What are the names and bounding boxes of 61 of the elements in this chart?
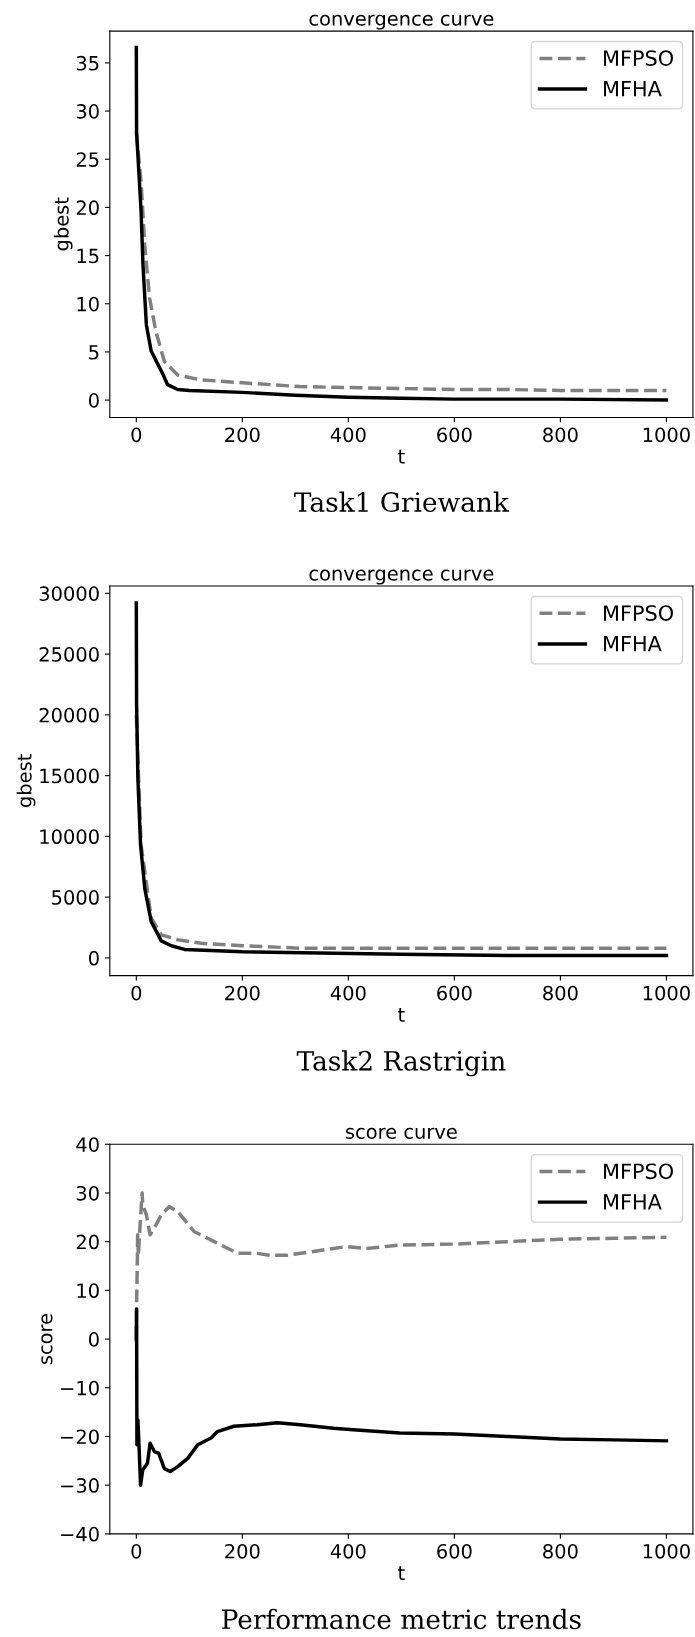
y-axis-title: score bbox=[41, 1313, 53, 1365]
y-tick-label: 15000 bbox=[40, 768, 99, 784]
y-tick-label: 20000 bbox=[39, 707, 99, 723]
x-tick-label: 600 bbox=[437, 985, 472, 1001]
y-tick-label: 40 bbox=[76, 1137, 99, 1152]
x-tick-label: 0 bbox=[131, 1543, 142, 1559]
x-tick-label: 200 bbox=[225, 1543, 260, 1559]
y-tick-label: 5 bbox=[89, 345, 99, 360]
x-tick-label: 800 bbox=[543, 1543, 578, 1559]
x-tick-label: 400 bbox=[330, 427, 366, 443]
legend-label: MFPSO bbox=[604, 50, 673, 66]
legend-label: MFPSO bbox=[604, 1163, 673, 1180]
y-axis-title: gbest bbox=[53, 197, 73, 251]
y-tick-label: 25 bbox=[76, 152, 99, 167]
y-tick-label: 0 bbox=[89, 1332, 99, 1347]
x-tick-label: 0 bbox=[131, 427, 142, 443]
legend-label: MFHA bbox=[604, 1194, 662, 1210]
x-axis-title: t bbox=[398, 449, 405, 464]
x-tick-label: 600 bbox=[437, 1543, 472, 1559]
y-tick-label: 30 bbox=[76, 1185, 99, 1201]
y-tick-label: 35 bbox=[76, 55, 99, 71]
y-tick-label: 5000 bbox=[52, 890, 99, 905]
x-tick-label: 400 bbox=[330, 1543, 366, 1559]
x-tick-label: 400 bbox=[330, 985, 366, 1001]
y-tick-label: 25000 bbox=[39, 647, 99, 662]
chart-title: convergence curve bbox=[309, 569, 494, 585]
y-tick-label: 0 bbox=[89, 393, 99, 408]
chart-title: score curve bbox=[345, 1127, 457, 1139]
text: Task2 Rastrigin bbox=[296, 1050, 506, 1077]
x-tick-label: 600 bbox=[437, 427, 472, 443]
x-axis-title: t bbox=[398, 1566, 405, 1580]
y-tick-label: 30000 bbox=[39, 586, 99, 601]
y-tick-label: 20 bbox=[76, 200, 99, 216]
x-tick-label: 800 bbox=[543, 985, 578, 1001]
y-tick-label: 10000 bbox=[40, 829, 99, 845]
y-tick-label: −20 bbox=[61, 1429, 99, 1445]
y-axis-title: gbest bbox=[16, 754, 36, 807]
y-tick-label: −40 bbox=[61, 1526, 99, 1542]
chart-title: convergence curve bbox=[309, 14, 494, 30]
line-series bbox=[134, 1307, 669, 1487]
x-tick-label: 800 bbox=[543, 427, 578, 443]
x-tick-label: 1000 bbox=[643, 985, 690, 1001]
x-tick-label: 200 bbox=[225, 985, 260, 1001]
x-tick-label: 200 bbox=[225, 427, 260, 443]
legend-label: MFHA bbox=[604, 81, 662, 97]
y-tick-label: 10 bbox=[77, 296, 99, 312]
y-tick-label: 30 bbox=[76, 104, 99, 119]
x-tick-label: 0 bbox=[131, 985, 142, 1001]
x-tick-label: 1000 bbox=[643, 1543, 690, 1559]
y-tick-label: 0 bbox=[89, 950, 99, 966]
y-tick-label: 20 bbox=[76, 1234, 99, 1250]
y-tick-label: −30 bbox=[61, 1478, 99, 1493]
y-tick-label: 15 bbox=[77, 248, 99, 264]
text: Performance metric trends bbox=[222, 1608, 581, 1630]
x-axis-title: t bbox=[398, 1008, 405, 1022]
legend-label: MFPSO bbox=[604, 605, 673, 621]
x-tick-label: 1000 bbox=[643, 427, 690, 443]
legend-label: MFHA bbox=[604, 636, 662, 652]
text: Task1 Griewank bbox=[294, 491, 510, 513]
y-tick-label: 10 bbox=[77, 1283, 99, 1299]
y-tick-label: −10 bbox=[61, 1380, 99, 1396]
